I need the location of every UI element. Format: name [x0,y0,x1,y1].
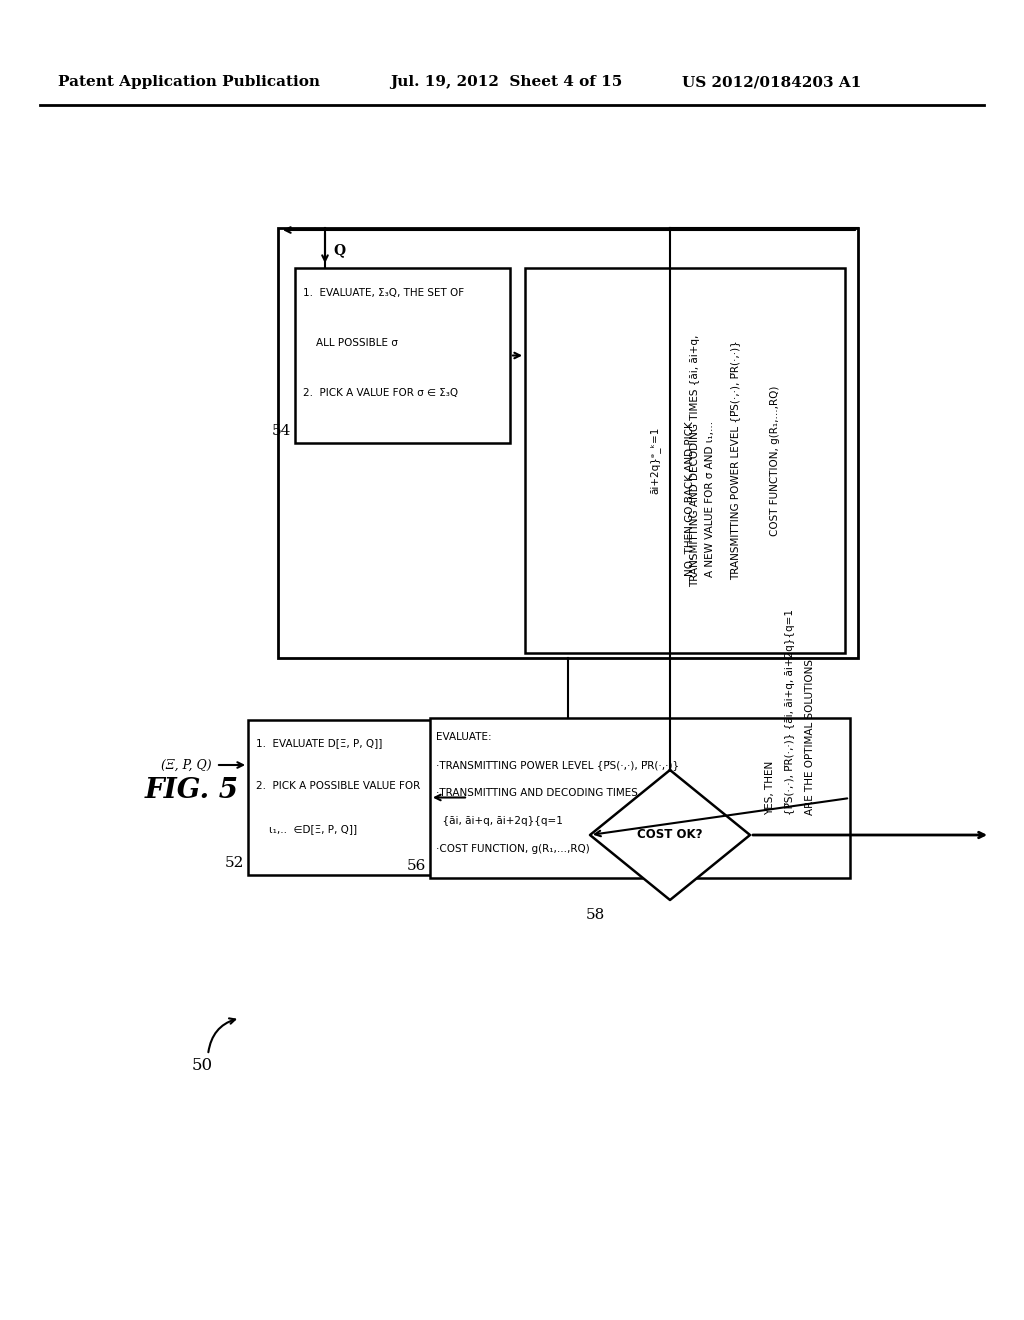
Text: YES, THEN: YES, THEN [765,760,775,814]
Bar [278,228,858,657]
Text: ARE THE OPTIMAL SOLUTIONS: ARE THE OPTIMAL SOLUTIONS [805,659,815,814]
Text: TRANSMITTING AND DECODING TIMES {āi, āi+q,: TRANSMITTING AND DECODING TIMES {āi, āi+… [690,334,700,586]
Bar [295,268,510,444]
Bar [248,719,468,875]
Text: {P̅S(·,·), P̅R(·,·)} {āi, āi+q, āi+2q}{q=1: {P̅S(·,·), P̅R(·,·)} {āi, āi+q, āi+2q}{q… [785,609,795,814]
Text: NO, THEN GO BACK AND PICK: NO, THEN GO BACK AND PICK [685,421,695,577]
Text: Jul. 19, 2012  Sheet 4 of 15: Jul. 19, 2012 Sheet 4 of 15 [390,75,623,88]
Text: 54: 54 [271,424,291,438]
Text: 2.  PICK A POSSIBLE VALUE FOR: 2. PICK A POSSIBLE VALUE FOR [256,781,420,791]
Text: EVALUATE:: EVALUATE: [436,733,492,742]
Text: ·TRANSMITTING POWER LEVEL {P̅S(·,·), P̅R(·,·)}: ·TRANSMITTING POWER LEVEL {P̅S(·,·), P̅R… [436,760,679,770]
Text: A NEW VALUE FOR σ AND ι₁,...: A NEW VALUE FOR σ AND ι₁,... [705,421,715,577]
Text: TRANSMITTING POWER LEVEL {P̅S(·,·), P̅R(·,·)}: TRANSMITTING POWER LEVEL {P̅S(·,·), P̅R(… [730,341,740,581]
Bar [525,268,845,653]
Text: FIG. 5: FIG. 5 [145,776,239,804]
Text: ALL POSSIBLE σ: ALL POSSIBLE σ [303,338,398,348]
Text: 1.  EVALUATE, Σ₃Q, THE SET OF: 1. EVALUATE, Σ₃Q, THE SET OF [303,288,464,298]
Text: COST OK?: COST OK? [637,829,702,842]
Text: (Ξ, P, Q): (Ξ, P, Q) [161,759,211,771]
Text: 1.  EVALUATE D[Ξ, P, Q]]: 1. EVALUATE D[Ξ, P, Q]] [256,738,382,748]
Text: 2.  PICK A VALUE FOR σ ∈ Σ₃Q: 2. PICK A VALUE FOR σ ∈ Σ₃Q [303,388,458,399]
Bar [430,718,850,878]
Text: Q: Q [333,243,345,257]
Text: 52: 52 [224,855,244,870]
Text: ι₁,..  ∈D[Ξ, P, Q]]: ι₁,.. ∈D[Ξ, P, Q]] [256,824,357,834]
Text: 56: 56 [407,859,426,873]
Text: 50: 50 [193,1056,213,1073]
Text: ·TRANSMITTING AND DECODING TIMES: ·TRANSMITTING AND DECODING TIMES [436,788,638,799]
Text: ·COST FUNCTION, g(R₁,...,RQ): ·COST FUNCTION, g(R₁,...,RQ) [436,843,590,854]
Text: 58: 58 [586,908,604,921]
Text: US 2012/0184203 A1: US 2012/0184203 A1 [682,75,861,88]
Polygon shape [590,770,750,900]
Text: {āi, āi+q, āi+2q}{q=1: {āi, āi+q, āi+2q}{q=1 [436,816,563,826]
Text: Patent Application Publication: Patent Application Publication [58,75,319,88]
Text: COST FUNCTION, g(R₁,...,RQ): COST FUNCTION, g(R₁,...,RQ) [770,385,780,536]
Text: āi+2q}ᵊ_ᵏ=1: āi+2q}ᵊ_ᵏ=1 [649,426,660,494]
